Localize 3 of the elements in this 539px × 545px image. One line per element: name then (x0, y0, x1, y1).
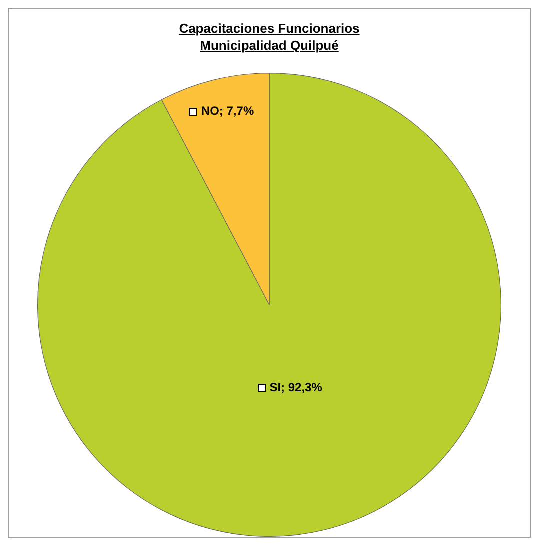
slice-label: NO; 7,7% (201, 104, 254, 118)
slice-label: SI; 92,3% (270, 380, 323, 395)
chart-title: Capacitaciones Funcionarios Municipalidad Quilpué (178, 20, 361, 54)
